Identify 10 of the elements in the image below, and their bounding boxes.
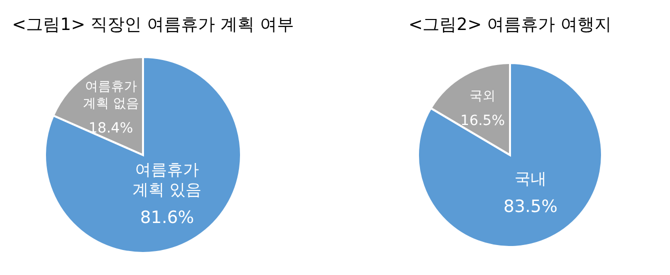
slice-label: 국외 [470,89,496,104]
chart-title: <그림2> 여름휴가 여행지 [408,15,612,35]
data-label: 16.5% [460,113,505,130]
data-label: 81.6% [140,208,194,228]
slice-label: 국내 [514,168,547,188]
chart-title: <그림1> 직장인 여름휴가 계획 여부 [12,15,294,35]
slice-label: 여름휴가 계획 있음 [132,160,202,199]
data-label: 18.4% [88,120,134,136]
slice-label: 여름휴가 계획 없음 [82,79,139,112]
data-label: 83.5% [504,196,558,217]
